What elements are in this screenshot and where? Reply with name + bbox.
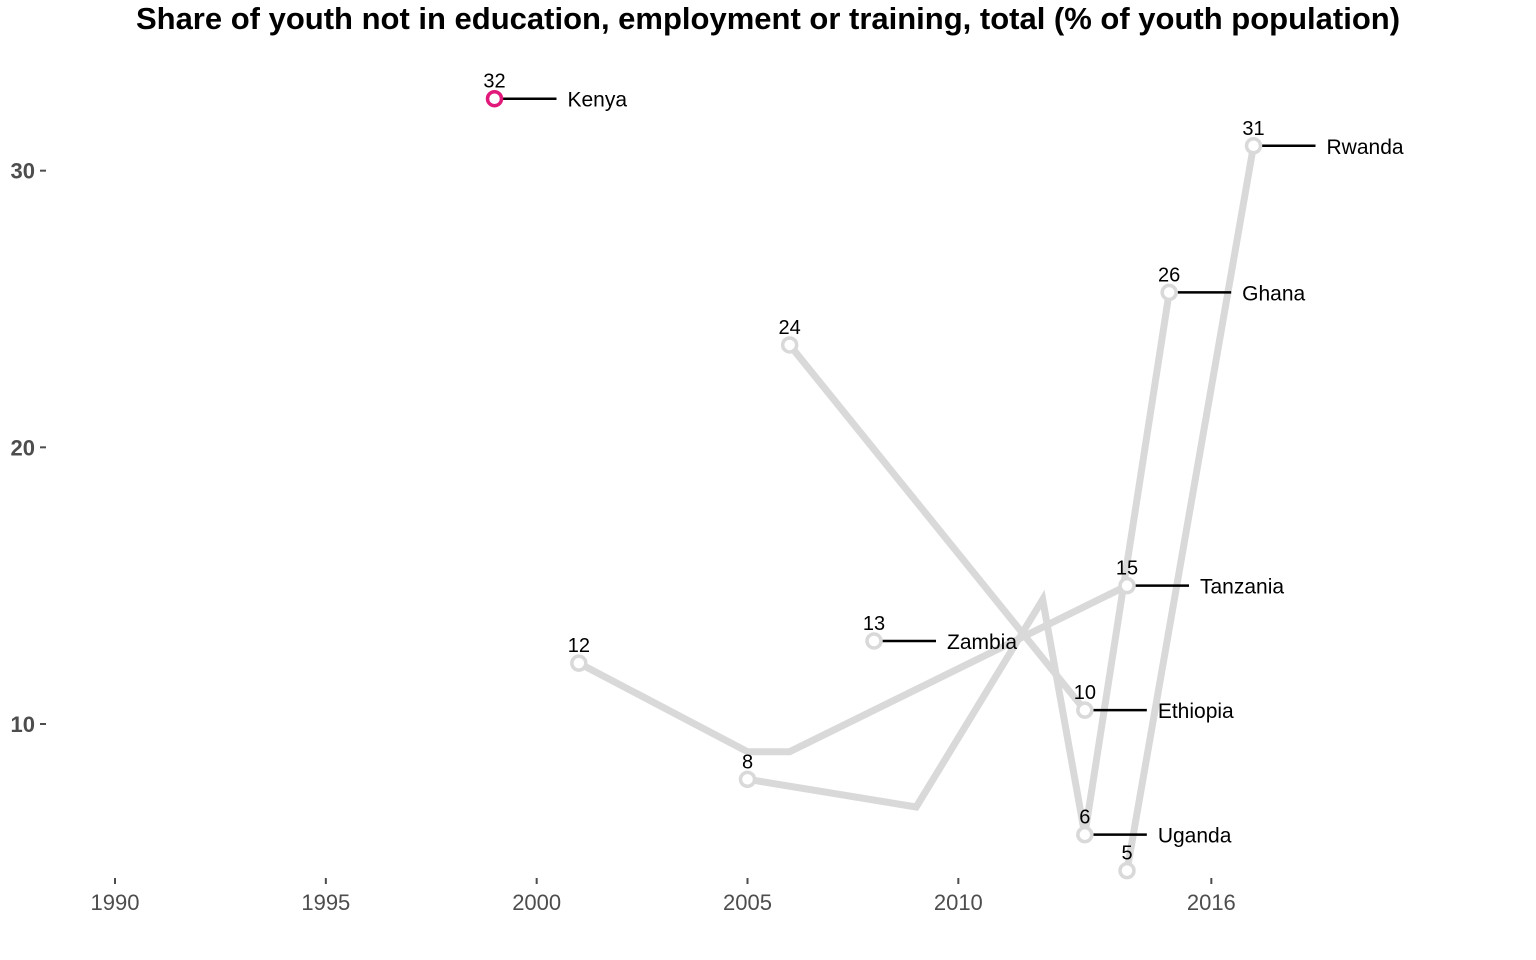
series-label-zambia: Zambia: [947, 631, 1017, 654]
value-label-end-uganda: 6: [1079, 807, 1090, 829]
x-tick-label-2005: 2005: [723, 890, 772, 915]
series-label-kenya: Kenya: [568, 89, 628, 112]
value-label-end-zambia: 13: [863, 613, 885, 635]
series-label-rwanda: Rwanda: [1327, 136, 1404, 159]
series-label-uganda: Uganda: [1158, 825, 1232, 848]
series-line-uganda: [746, 589, 1089, 836]
x-axis: 1990 1995 2000 2005 2010 2016: [91, 878, 1236, 915]
y-tick-label-30: 30: [11, 159, 35, 184]
series-line-ethiopia: [786, 342, 1088, 713]
value-label-end-rwanda: 31: [1242, 118, 1264, 140]
point-start-rwanda: [1118, 861, 1136, 880]
value-label-start-rwanda: 5: [1121, 843, 1132, 865]
label-leader-lines: [494, 97, 1316, 836]
series-points: [485, 89, 1263, 880]
series-line-ghana: [1081, 291, 1173, 836]
value-label-end-tanzania: 15: [1116, 558, 1138, 580]
series-label-ethiopia: Ethiopia: [1158, 700, 1234, 723]
point-end-kenya: [485, 89, 504, 108]
chart-title: Share of youth not in education, employm…: [135, 1, 1401, 36]
point-end-ethiopia: [1076, 701, 1094, 719]
value-label-end-kenya: 32: [483, 71, 505, 93]
point-end-uganda: [1076, 825, 1094, 844]
x-tick-label-1995: 1995: [301, 890, 350, 915]
series-lines: [577, 145, 1257, 872]
series-line-tanzania: [577, 582, 1129, 756]
y-tick-label-20: 20: [11, 435, 35, 460]
point-end-tanzania: [1118, 576, 1136, 595]
value-label-start-tanzania: 12: [568, 635, 590, 657]
point-end-rwanda: [1244, 137, 1263, 155]
value-label-start-ethiopia: 24: [779, 317, 801, 339]
point-start-uganda: [738, 770, 757, 789]
point-end-zambia: [865, 632, 883, 650]
x-tick-label-2000: 2000: [512, 890, 561, 915]
data-labels: Kenya 32 Rwanda 5 31 Ghana 26 Tanzania 12 15 Zambi…: [483, 71, 1403, 865]
value-label-end-ethiopia: 10: [1074, 682, 1096, 704]
value-label-start-uganda: 8: [742, 751, 753, 773]
series-label-ghana: Ghana: [1242, 282, 1305, 305]
value-label-end-ghana: 26: [1158, 264, 1180, 286]
y-axis: 10 20 30: [11, 159, 46, 737]
series-label-tanzania: Tanzania: [1200, 576, 1284, 599]
x-tick-label-2010: 2010: [934, 890, 983, 915]
point-start-tanzania: [570, 654, 588, 672]
point-start-ethiopia: [780, 336, 799, 354]
y-tick-label-10: 10: [11, 712, 35, 737]
x-tick-label-2016: 2016: [1187, 890, 1236, 915]
series-line-rwanda: [1123, 145, 1257, 872]
point-end-ghana: [1160, 283, 1178, 302]
x-tick-label-1990: 1990: [91, 890, 140, 915]
